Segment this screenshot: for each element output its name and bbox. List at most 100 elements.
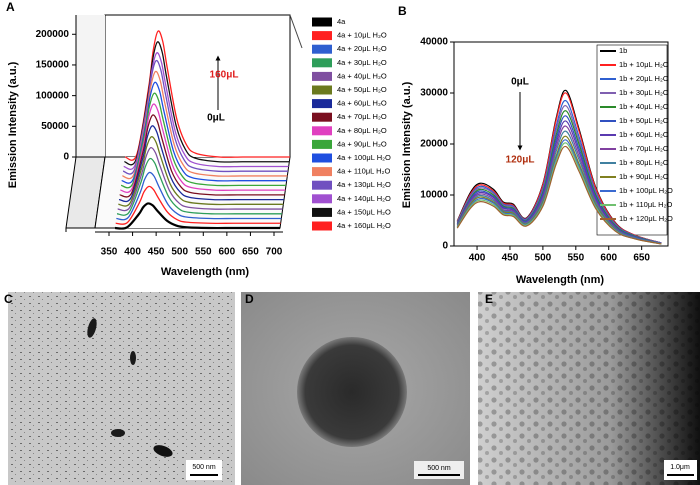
legend-label: 4a + 30μL H₂O <box>337 58 387 67</box>
x-axis-label: Wavelength (nm) <box>161 266 250 278</box>
legend-swatch <box>312 17 332 27</box>
legend-label: 1b + 60μL H₂O <box>619 130 669 139</box>
x-tick-label: 500 <box>171 247 188 258</box>
y-tick-label: 10000 <box>420 190 448 201</box>
legend-label: 1b + 50μL H₂O <box>619 116 669 125</box>
line <box>118 136 284 207</box>
legend-label: 4a + 70μL H₂O <box>337 112 387 121</box>
y-tick-label: 30000 <box>420 88 448 99</box>
legend-swatch <box>312 44 332 54</box>
x-axis-label: Wavelength (nm) <box>516 274 605 286</box>
line <box>456 92 662 244</box>
line <box>115 185 281 225</box>
scale-bar-label: 1.0μm <box>670 464 690 471</box>
legend-label: 1b + 110μL H₂O <box>619 200 672 209</box>
legend-swatch <box>312 31 332 41</box>
legend-swatch <box>312 126 332 136</box>
x-tick-label: 400 <box>124 247 141 258</box>
line <box>120 92 286 189</box>
line <box>120 103 286 193</box>
y-tick-label: 100000 <box>36 90 70 101</box>
y-tick-label: 0 <box>63 152 69 163</box>
legend-swatch <box>312 194 332 204</box>
x-tick-label: 550 <box>195 247 212 258</box>
y-tick-label: 0 <box>442 241 448 252</box>
x-tick-label: 700 <box>266 247 283 258</box>
legend-label: 1b <box>619 46 627 55</box>
legend-label: 4a + 110μL H₂O <box>337 167 390 176</box>
line <box>456 120 662 245</box>
panel-label: B <box>398 4 407 18</box>
x-tick-label: 450 <box>502 253 519 264</box>
legend-swatch <box>312 99 332 109</box>
y-axis-label: Emission Intensity (a.u.) <box>401 81 413 208</box>
x-tick-label: 600 <box>600 253 617 264</box>
x-tick-label: 350 <box>101 247 118 258</box>
x-tick-label: 650 <box>242 247 259 258</box>
legend-label: 4a + 50μL H₂O <box>337 85 387 94</box>
legend-swatch <box>312 167 332 177</box>
annotation: 160μL <box>210 70 239 81</box>
line <box>116 171 282 221</box>
legend-swatch <box>312 139 332 149</box>
y-tick-label: 200000 <box>36 29 70 40</box>
line <box>114 202 280 230</box>
legend-label: 4a + 80μL H₂O <box>337 126 387 135</box>
line <box>456 100 662 244</box>
legend-label: 4a + 20μL H₂O <box>337 44 387 53</box>
legend-label: 1b + 40μL H₂O <box>619 102 669 111</box>
legend-label: 4a + 10μL H₂O <box>337 31 387 40</box>
legend-label: 1b + 20μL H₂O <box>619 74 669 83</box>
legend-label: 1b + 100μL H₂O <box>619 186 673 195</box>
panel-label: A <box>6 0 15 14</box>
annotation: 120μL <box>506 155 535 166</box>
legend-swatch <box>312 221 332 231</box>
y-tick-label: 40000 <box>420 37 448 48</box>
y-tick-label: 150000 <box>36 60 70 71</box>
chart-a: 0 50000 100000 150000 200000 350 400 450 500 550 6… <box>36 17 391 258</box>
legend-label: 4a <box>337 17 346 26</box>
line <box>117 146 283 212</box>
line <box>456 145 662 245</box>
line <box>116 157 282 216</box>
legend-swatch <box>312 58 332 68</box>
legend-label: 1b + 120μL H₂O <box>619 214 673 223</box>
panel-label: C <box>4 292 13 306</box>
legend-label: 1b + 90μL H₂O <box>619 172 669 181</box>
line <box>118 125 284 203</box>
y-axis-label: Emission Intensity (a.u.) <box>7 61 19 188</box>
y-tick-label: 50000 <box>41 121 69 132</box>
tem-image <box>8 292 235 485</box>
scale-bar-label: 500 nm <box>192 464 216 471</box>
y-tick-label: 20000 <box>420 139 448 150</box>
legend-swatch <box>312 207 332 217</box>
annotation: 0μL <box>207 113 225 124</box>
legend-swatch <box>312 112 332 122</box>
x-tick-label: 500 <box>535 253 552 264</box>
legend-label: 4a + 160μL H₂O <box>337 221 391 230</box>
legend-label: 1b + 80μL H₂O <box>619 158 669 167</box>
x-tick-label: 450 <box>148 247 165 258</box>
legend-label: 1b + 30μL H₂O <box>619 88 669 97</box>
legend-label: 4a + 60μL H₂O <box>337 99 387 108</box>
x-tick-label: 650 <box>633 253 650 264</box>
legend-label: 4a + 130μL H₂O <box>337 180 391 189</box>
x-tick-label: 550 <box>567 253 584 264</box>
panel-label: D <box>245 292 254 306</box>
legend-box <box>596 44 668 236</box>
tem-image <box>241 292 470 485</box>
line <box>122 70 288 180</box>
line <box>121 81 287 184</box>
line <box>456 130 662 245</box>
panel-label: E <box>485 292 493 306</box>
chart-b: 0 10000 20000 30000 40000 400 450 500 550 600 650 1… <box>420 37 673 264</box>
line <box>119 114 285 198</box>
legend-label: 1b + 10μL H₂O <box>619 60 669 69</box>
legend-label: 4a + 100μL H₂O <box>337 153 391 162</box>
legend-label: 4a + 140μL H₂O <box>337 194 391 203</box>
scale-bar-label: 500 nm <box>427 465 451 472</box>
legend-swatch <box>312 85 332 95</box>
x-tick-label: 400 <box>469 253 486 264</box>
legend-label: 4a + 90μL H₂O <box>337 139 387 148</box>
